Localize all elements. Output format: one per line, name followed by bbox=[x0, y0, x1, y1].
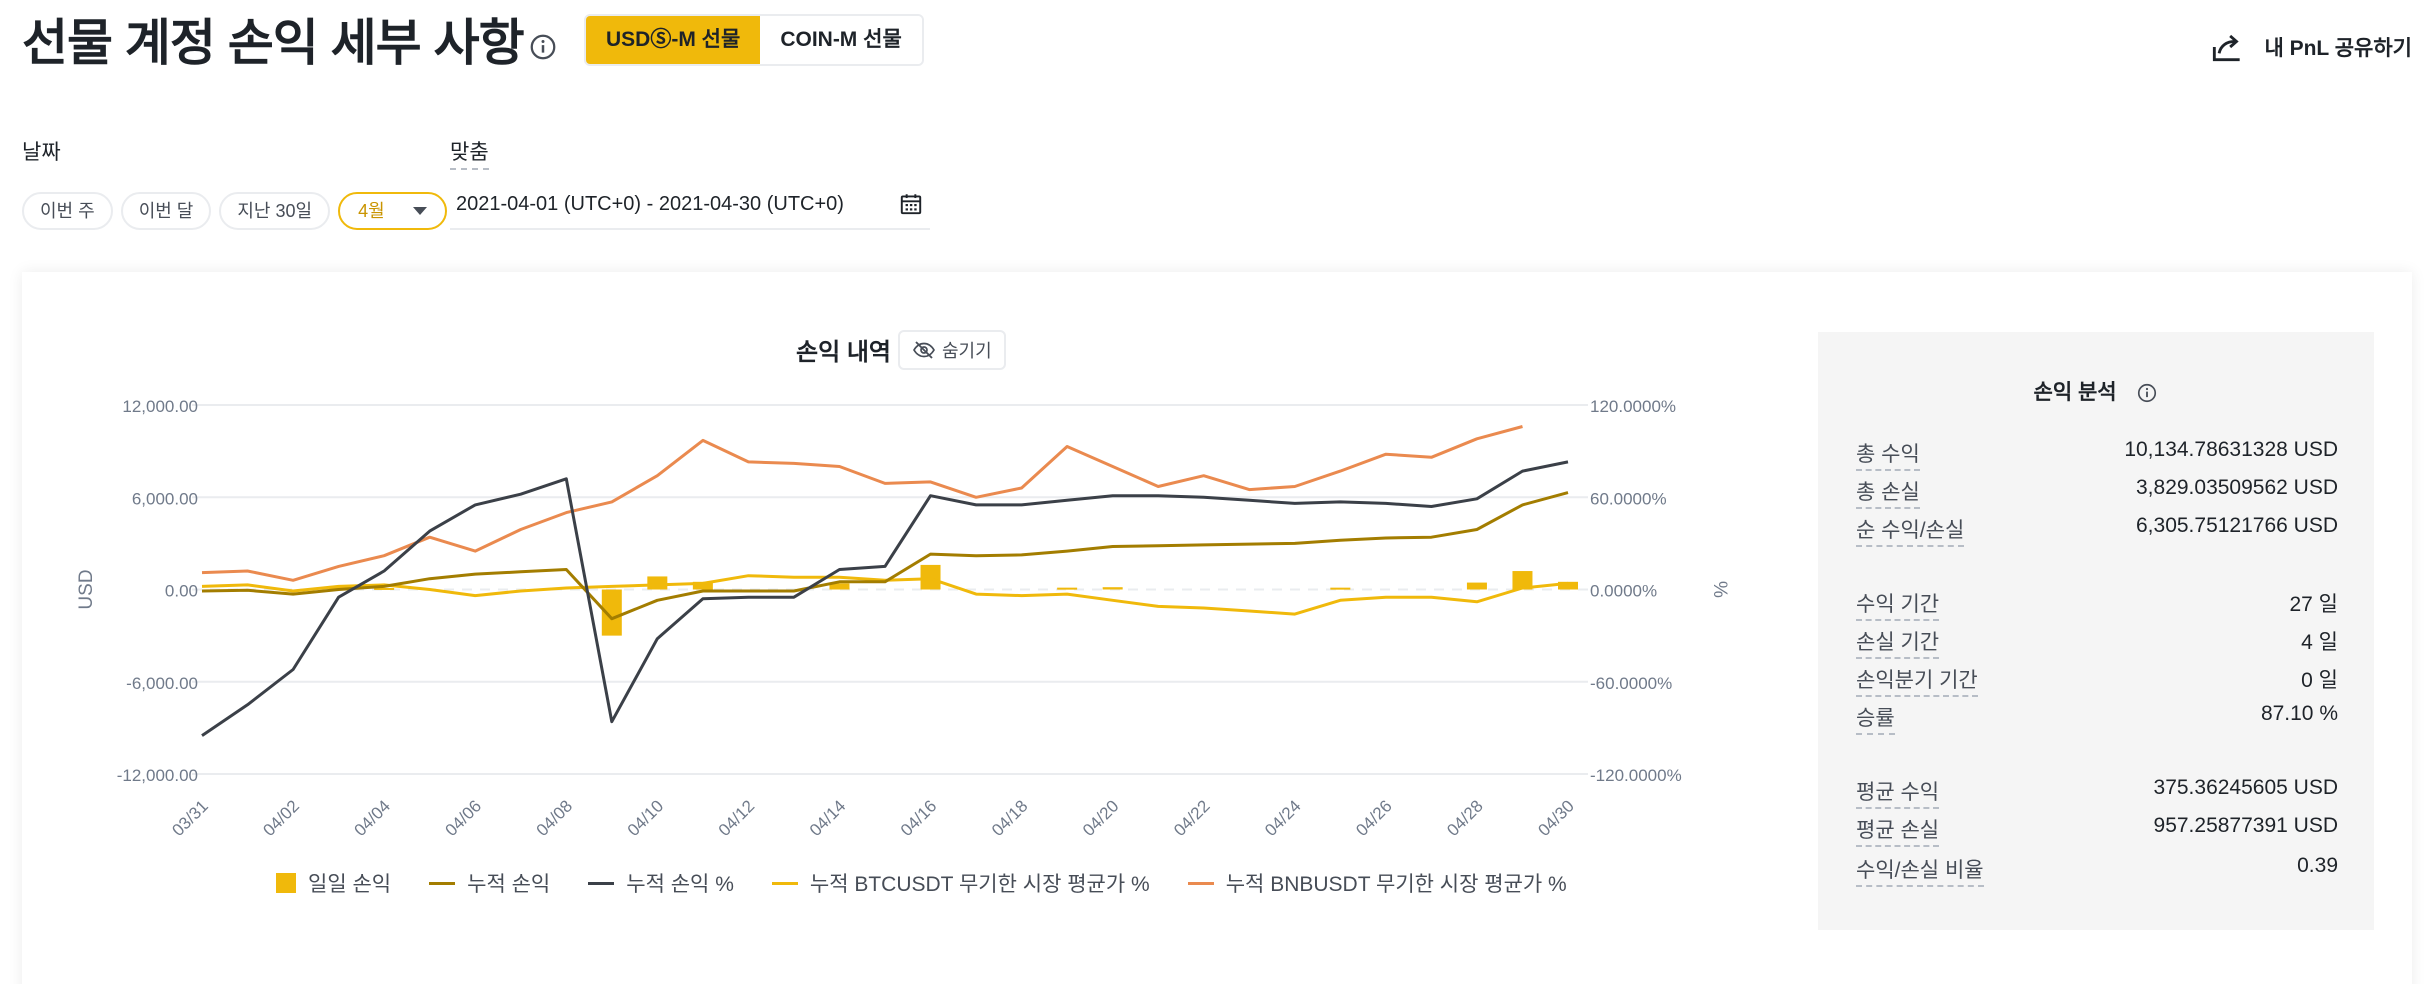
range-this-week[interactable]: 이번 주 bbox=[22, 192, 113, 230]
stat-value: 4 일 bbox=[2301, 631, 2338, 654]
share-icon bbox=[2213, 34, 2241, 62]
chevron-down-icon bbox=[412, 207, 427, 215]
stat-profit-loss-ratio: 수익/손실 비율 0.39 bbox=[1856, 854, 2338, 887]
stat-breakeven-days: 손익분기 기간 0 일 bbox=[1856, 664, 2338, 697]
stat-label: 총 손실 bbox=[1856, 476, 1920, 509]
legend-btcusdt[interactable]: 누적 BTCUSDT 무기한 시장 평균가 % bbox=[771, 868, 1150, 898]
stat-label: 평균 손실 bbox=[1856, 814, 1940, 847]
month-select-value: 4월 bbox=[358, 201, 385, 221]
share-pnl-button[interactable]: 내 PnL 공유하기 bbox=[2208, 28, 2412, 66]
tab-coin-m-futures[interactable]: COIN-M 선물 bbox=[760, 16, 922, 64]
stat-value: 87.10 % bbox=[2260, 702, 2338, 725]
info-icon[interactable] bbox=[528, 32, 558, 62]
stat-loss-days: 손실 기간 4 일 bbox=[1856, 626, 2338, 659]
hide-chart-label: 숨기기 bbox=[942, 341, 992, 361]
legend-swatch bbox=[771, 881, 798, 885]
custom-label: 맞춤 bbox=[450, 136, 489, 170]
stat-value: 375.36245605 USD bbox=[2153, 776, 2338, 799]
stat-label: 손익분기 기간 bbox=[1856, 664, 1978, 697]
legend-label: 누적 BTCUSDT 무기한 시장 평균가 % bbox=[809, 873, 1150, 896]
stat-label: 총 수익 bbox=[1856, 438, 1920, 471]
stat-label: 승률 bbox=[1856, 702, 1895, 735]
chart-title: 손익 내역 bbox=[796, 339, 891, 366]
page-title: 선물 계정 손익 세부 사항 bbox=[22, 15, 525, 71]
legend-bnbusdt[interactable]: 누적 BNBUSDT 무기한 시장 평균가 % bbox=[1187, 868, 1567, 898]
legend-swatch bbox=[276, 873, 296, 893]
stat-value: 0 일 bbox=[2301, 669, 2338, 692]
legend-daily-pnl[interactable]: 일일 손익 bbox=[276, 868, 391, 898]
legend-cumulative-pnl[interactable]: 누적 손익 bbox=[429, 868, 550, 898]
chart-legend: 일일 손익 누적 손익 누적 손익 % 누적 BTCUSDT 무기한 시장 평균… bbox=[276, 868, 1567, 898]
stat-label: 손실 기간 bbox=[1856, 626, 1940, 659]
tab-usds-m-futures[interactable]: USDⓈ-M 선물 bbox=[586, 16, 761, 64]
range-this-month[interactable]: 이번 달 bbox=[120, 192, 212, 230]
stat-total-profit: 총 수익 10,134.78631328 USD bbox=[1856, 438, 2338, 471]
stat-value: 6,305.75121766 USD bbox=[2136, 514, 2338, 537]
analysis-title: 손익 분석 bbox=[1818, 376, 2374, 406]
info-icon[interactable] bbox=[2136, 382, 2158, 404]
legend-swatch bbox=[1187, 881, 1214, 885]
share-label: 내 PnL 공유하기 bbox=[2264, 37, 2412, 60]
date-range-picker[interactable]: 2021-04-01 (UTC+0) - 2021-04-30 (UTC+0) bbox=[450, 180, 930, 230]
legend-label: 누적 손익 % bbox=[626, 873, 734, 896]
stat-win-rate: 승률 87.10 % bbox=[1856, 702, 2338, 735]
quick-range-group: 이번 주 이번 달 지난 30일 4월 bbox=[22, 192, 447, 230]
legend-label: 누적 손익 bbox=[467, 873, 551, 896]
stat-label: 수익/손실 비율 bbox=[1856, 854, 1984, 887]
legend-swatch bbox=[429, 881, 456, 885]
date-range-value: 2021-04-01 (UTC+0) - 2021-04-30 (UTC+0) bbox=[456, 192, 844, 215]
product-switch: USDⓈ-M 선물 COIN-M 선물 bbox=[584, 14, 924, 66]
pnl-analysis-panel: 손익 분석 총 수익 10,134.78631328 USD 총 손실 3,82… bbox=[1818, 332, 2374, 930]
date-label: 날짜 bbox=[22, 141, 61, 164]
stat-value: 957.25877391 USD bbox=[2153, 814, 2338, 837]
legend-swatch bbox=[588, 881, 615, 885]
range-last-30-days[interactable]: 지난 30일 bbox=[219, 192, 331, 230]
stat-value: 3,829.03509562 USD bbox=[2136, 476, 2338, 499]
stat-label: 수익 기간 bbox=[1856, 588, 1940, 621]
stat-net-pnl: 순 수익/손실 6,305.75121766 USD bbox=[1856, 514, 2338, 547]
stat-label: 순 수익/손실 bbox=[1856, 514, 1965, 547]
stat-total-loss: 총 손실 3,829.03509562 USD bbox=[1856, 476, 2338, 509]
stat-profit-days: 수익 기간 27 일 bbox=[1856, 588, 2338, 621]
legend-label: 일일 손익 bbox=[308, 873, 392, 896]
stat-value: 0.39 bbox=[2297, 854, 2338, 877]
legend-cumulative-pnl-pct[interactable]: 누적 손익 % bbox=[588, 868, 734, 898]
month-select[interactable]: 4월 bbox=[338, 192, 447, 230]
stat-value: 27 일 bbox=[2289, 593, 2338, 616]
legend-label: 누적 BNBUSDT 무기한 시장 평균가 % bbox=[1225, 873, 1567, 896]
stat-value: 10,134.78631328 USD bbox=[2124, 438, 2338, 461]
stat-avg-profit: 평균 수익 375.36245605 USD bbox=[1856, 776, 2338, 809]
eye-off-icon bbox=[913, 341, 935, 359]
stat-label: 평균 수익 bbox=[1856, 776, 1940, 809]
hide-chart-button[interactable]: 숨기기 bbox=[898, 330, 1006, 370]
analysis-title-text: 손익 분석 bbox=[2033, 381, 2117, 404]
calendar-icon[interactable] bbox=[898, 191, 924, 217]
stat-avg-loss: 평균 손실 957.25877391 USD bbox=[1856, 814, 2338, 847]
